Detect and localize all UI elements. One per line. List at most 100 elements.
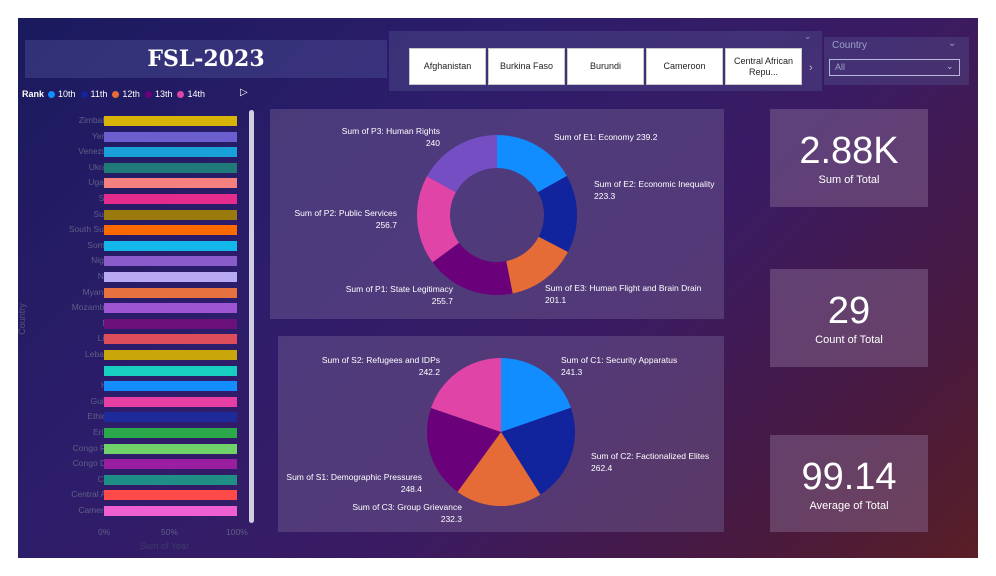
chip-burundi[interactable]: Burundi (567, 48, 644, 85)
bar-9[interactable] (104, 256, 237, 267)
country-slicer-chevron-icon[interactable]: ⌄ (948, 38, 957, 49)
country-slicer-label: Country (832, 40, 868, 51)
bar-15[interactable] (104, 350, 237, 360)
bar-0[interactable] (104, 116, 237, 126)
bar-label-4: Uganda (38, 177, 118, 187)
rank-legend: Rank 10th 11th 12th 13th 14th (22, 87, 210, 101)
slicer-chevron-icon[interactable]: ⌄ (804, 31, 812, 41)
kpi-count-total-label: Count of Total (815, 334, 883, 346)
chip-central-african-republic[interactable]: Central African Repu... (725, 48, 802, 85)
bar-20[interactable] (104, 428, 237, 438)
bar-y-axis-title: Country (18, 303, 27, 335)
legend-item-10th[interactable]: 10th (48, 89, 76, 99)
chip-cameroon[interactable]: Cameroon (646, 48, 723, 85)
donut-label-e3: Sum of E3: Human Flight and Brain Drain (545, 283, 702, 293)
bar-25[interactable] (104, 506, 237, 516)
donut-chart-panel: Sum of E1: Economy 239.2 Sum of E2: Econ… (270, 109, 724, 319)
donut-label-p1: Sum of P1: State Legitimacy (346, 284, 454, 294)
pie-chart-panel: Sum of C1: Security Apparatus 241.3 Sum … (278, 336, 724, 532)
legend-item-11th[interactable]: 11th (80, 89, 107, 99)
kpi-card-count-total: 29 Count of Total (770, 269, 928, 367)
legend-item-14th[interactable]: 14th (177, 89, 205, 99)
pie-label-c3: Sum of C3: Group Grievance (352, 502, 462, 512)
bar-label-0: Zimbabwe (78, 115, 118, 125)
bar-label-8: Somalia (87, 239, 118, 250)
bar-2[interactable] (104, 147, 237, 158)
kpi-sum-total-label: Sum of Total (818, 174, 880, 186)
bar-label-22: Congo De... (72, 458, 118, 469)
pie-slice-3[interactable] (427, 408, 501, 492)
bar-19[interactable] (104, 412, 237, 423)
bar-label-11: Myanmar (82, 286, 118, 297)
bar-7[interactable] (104, 225, 237, 236)
donut-label-p3: Sum of P3: Human Rights (342, 126, 440, 136)
bar-10[interactable] (104, 272, 237, 282)
donut-slice-2[interactable] (506, 236, 568, 294)
legend-next-icon[interactable]: ▷ (240, 87, 248, 98)
kpi-card-average-total: 99.14 Average of Total (770, 435, 928, 532)
donut-value-e3: 201.1 (545, 295, 567, 305)
bar-21[interactable] (104, 443, 237, 454)
bar-14[interactable] (104, 334, 237, 345)
donut-chart: Sum of E1: Economy 239.2 Sum of E2: Econ… (294, 126, 715, 306)
country-select[interactable]: All (829, 59, 960, 76)
legend-dot (177, 90, 185, 98)
kpi-average-total-label: Average of Total (809, 499, 889, 512)
pie-value-s1: 248.4 (401, 484, 423, 494)
bar-6[interactable] (104, 209, 237, 220)
donut-slice-0[interactable] (497, 135, 567, 193)
x-tick-50: 50% (161, 527, 179, 537)
donut-label-e2: Sum of E2: Economic Inequality (594, 179, 715, 189)
bar-label-24: Central Afr... (71, 489, 118, 500)
donut-slice-4[interactable] (417, 176, 460, 263)
chip-afghanistan[interactable]: Afghanistan (409, 48, 486, 85)
legend-dot (80, 90, 88, 98)
legend-item-12th[interactable]: 12th (112, 89, 140, 99)
bar-18[interactable] (104, 396, 237, 407)
x-tick-0: 0% (98, 527, 111, 537)
legend-dot (144, 90, 152, 98)
pie-value-c1: 241.3 (561, 367, 583, 377)
slicer-next-arrow-icon[interactable]: › (809, 62, 813, 74)
bar-24[interactable] (104, 490, 237, 501)
bar-label-7: South Sudan (68, 224, 118, 235)
report-title: FSL-2023 (147, 46, 265, 72)
bar-17[interactable] (104, 381, 237, 392)
pie-slice-1[interactable] (501, 407, 575, 495)
bar-13[interactable] (104, 318, 237, 329)
country-chip-slicer: Afghanistan Burkina Faso Burundi Cameroo… (389, 31, 822, 91)
donut-slice-1[interactable] (538, 175, 577, 253)
pie-slice-0[interactable] (501, 358, 571, 432)
bar-label-15: Lebanon (84, 349, 118, 359)
pie-value-c3: 232.3 (441, 514, 463, 524)
bar-16[interactable] (104, 365, 237, 376)
donut-value-e2: 223.3 (594, 191, 616, 201)
x-tick-100: 100% (226, 527, 248, 537)
bar-22[interactable] (104, 459, 237, 470)
kpi-sum-total-value: 2.88K (799, 130, 899, 172)
pie-label-s1: Sum of S1: Demographic Pressures (286, 472, 422, 482)
pie-label-c2: Sum of C2: Factionalized Elites (591, 451, 709, 461)
pie-value-s2: 242.2 (419, 367, 441, 377)
donut-slice-5[interactable] (427, 135, 497, 193)
bar-8[interactable] (104, 240, 237, 251)
bar-chart-scrollbar[interactable] (249, 110, 254, 523)
pie-label-s2: Sum of S2: Refugees and IDPs (322, 355, 440, 365)
country-select-chevron-icon[interactable]: ⌄ (946, 61, 954, 71)
bar-5[interactable] (104, 194, 237, 204)
kpi-count-total-value: 29 (827, 290, 871, 332)
bar-4[interactable] (104, 178, 237, 189)
legend-item-13th[interactable]: 13th (144, 89, 172, 99)
bar-label-19: Ethiopia (87, 411, 118, 422)
donut-value-p1: 255.7 (432, 296, 454, 306)
pie-slice-2[interactable] (457, 432, 541, 506)
kpi-card-sum-total: 2.88K Sum of Total (770, 109, 928, 207)
chip-burkina-faso[interactable]: Burkina Faso (488, 48, 565, 85)
bar-3[interactable] (104, 162, 237, 173)
donut-slice-3[interactable] (432, 242, 513, 295)
bar-1[interactable] (104, 131, 237, 142)
bar-11[interactable] (104, 287, 237, 298)
pie-slice-4[interactable] (430, 358, 501, 432)
bar-12[interactable] (104, 303, 237, 314)
bar-23[interactable] (104, 474, 237, 485)
